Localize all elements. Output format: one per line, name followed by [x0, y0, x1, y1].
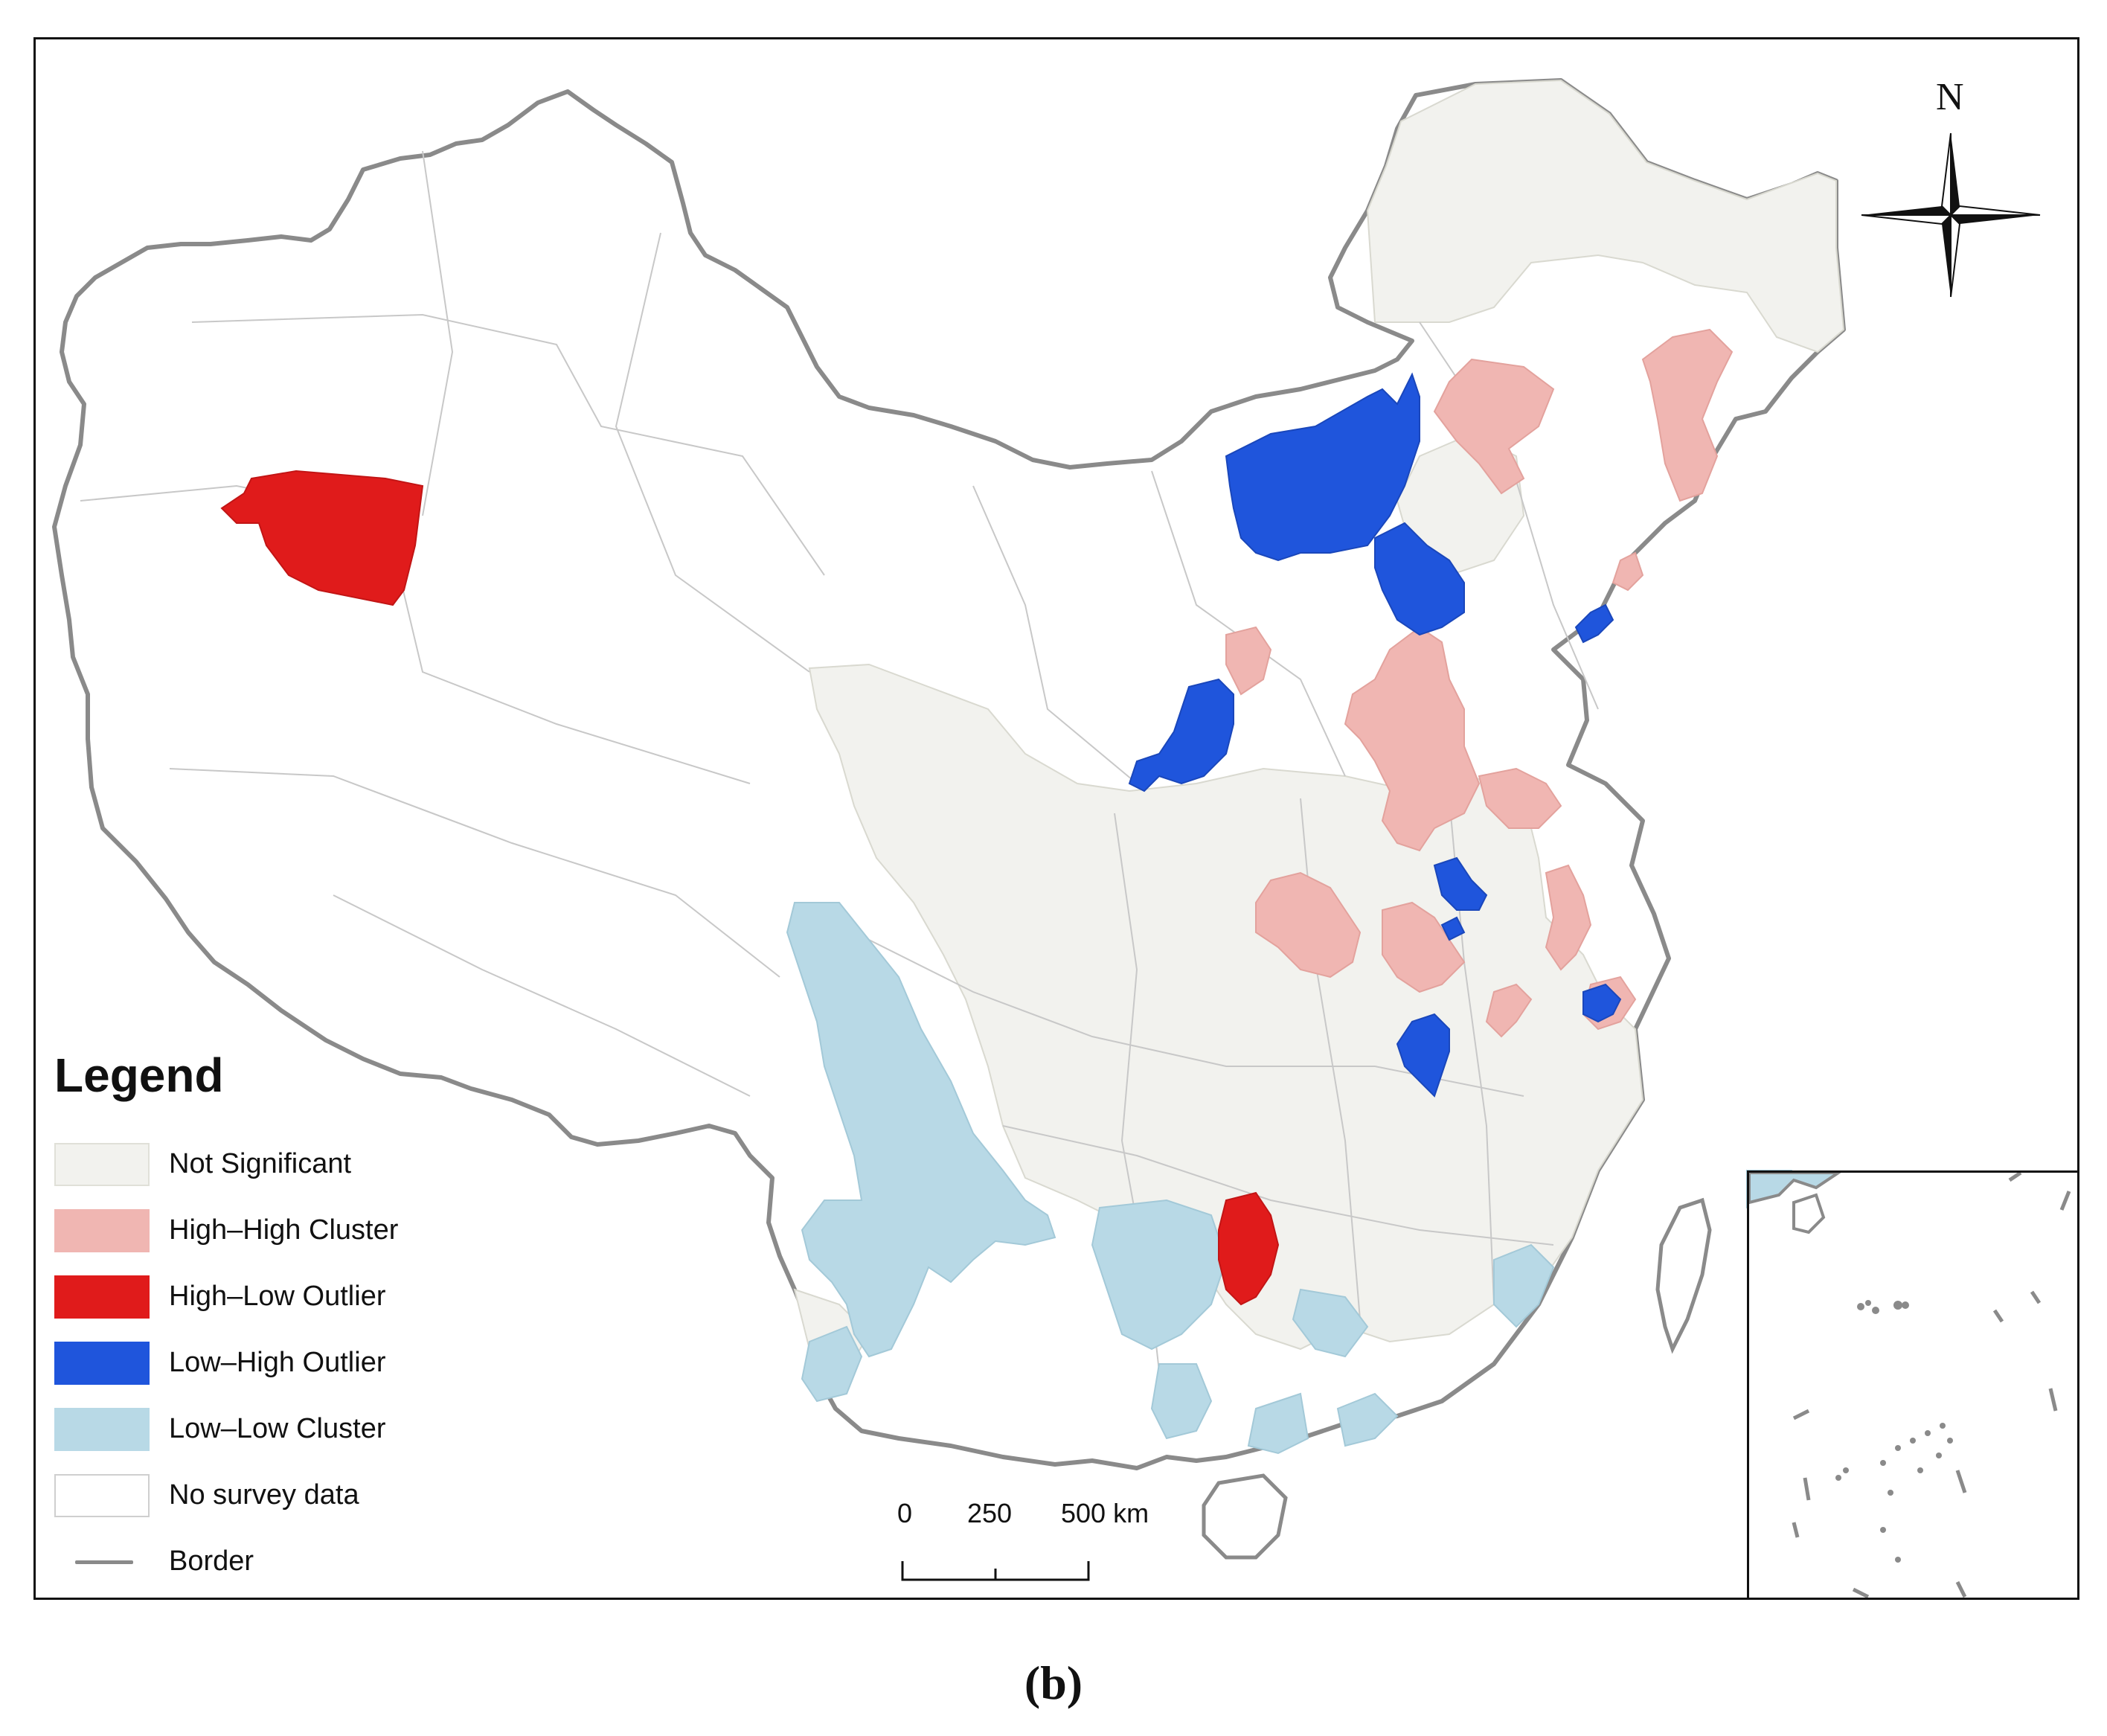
- low-high-regions: [1128, 372, 1622, 1098]
- china-map: [52, 78, 2041, 1581]
- south-china-sea-inset: [1747, 1170, 2077, 1598]
- legend-label: High–Low Outlier: [169, 1281, 386, 1312]
- legend-swatch: [54, 1341, 150, 1385]
- legend-label: Not Significant: [169, 1148, 352, 1179]
- hainan-island: [1202, 1473, 1288, 1560]
- figure-caption: (b): [0, 1656, 2107, 1711]
- legend-label: No survey data: [169, 1479, 359, 1511]
- legend-item-low-high: Low–High Outlier: [54, 1330, 516, 1396]
- scale-bar-line: [901, 1561, 1090, 1581]
- scale-label-250: 250: [967, 1498, 1013, 1528]
- legend-item-no-data: No survey data: [54, 1462, 516, 1528]
- caption-text: (b): [1024, 1656, 1083, 1709]
- legend-item-high-high: High–High Cluster: [54, 1197, 516, 1263]
- legend-swatch: [54, 1473, 150, 1517]
- legend-item-not-significant: Not Significant: [54, 1131, 516, 1197]
- legend-label: Low–High Outlier: [169, 1347, 386, 1378]
- scale-label-500: 500 km: [1061, 1498, 1149, 1528]
- high-low-regions: [220, 470, 1280, 1306]
- legend-swatch: [54, 1540, 150, 1583]
- legend: Legend Not Significant High–High Cluster…: [54, 1048, 516, 1595]
- internal-boundaries: [80, 150, 1599, 1439]
- legend-label: Low–Low Cluster: [169, 1413, 386, 1444]
- legend-title: Legend: [54, 1048, 224, 1102]
- legend-item-low-low: Low–Low Cluster: [54, 1396, 516, 1462]
- inset-map: [1748, 1170, 2071, 1598]
- legend-item-border: Border: [54, 1528, 516, 1595]
- north-label: N: [1936, 76, 1964, 118]
- legend-swatch: [54, 1142, 150, 1186]
- map-frame: N 0 250 500 km Legend Not Significant Hi…: [33, 37, 2079, 1600]
- legend-label: Border: [169, 1546, 254, 1577]
- scale-bar: 0 250 500 km: [891, 1498, 1149, 1580]
- legend-swatch: [54, 1275, 150, 1319]
- scale-label-0: 0: [897, 1498, 913, 1528]
- legend-label: High–High Cluster: [169, 1214, 399, 1246]
- legend-swatch: [54, 1407, 150, 1451]
- taiwan-island: [1655, 1197, 1712, 1354]
- high-high-regions: [1225, 328, 1734, 1038]
- legend-item-high-low: High–Low Outlier: [54, 1263, 516, 1330]
- compass-rose-icon: [1861, 132, 2041, 298]
- legend-swatch: [54, 1208, 150, 1252]
